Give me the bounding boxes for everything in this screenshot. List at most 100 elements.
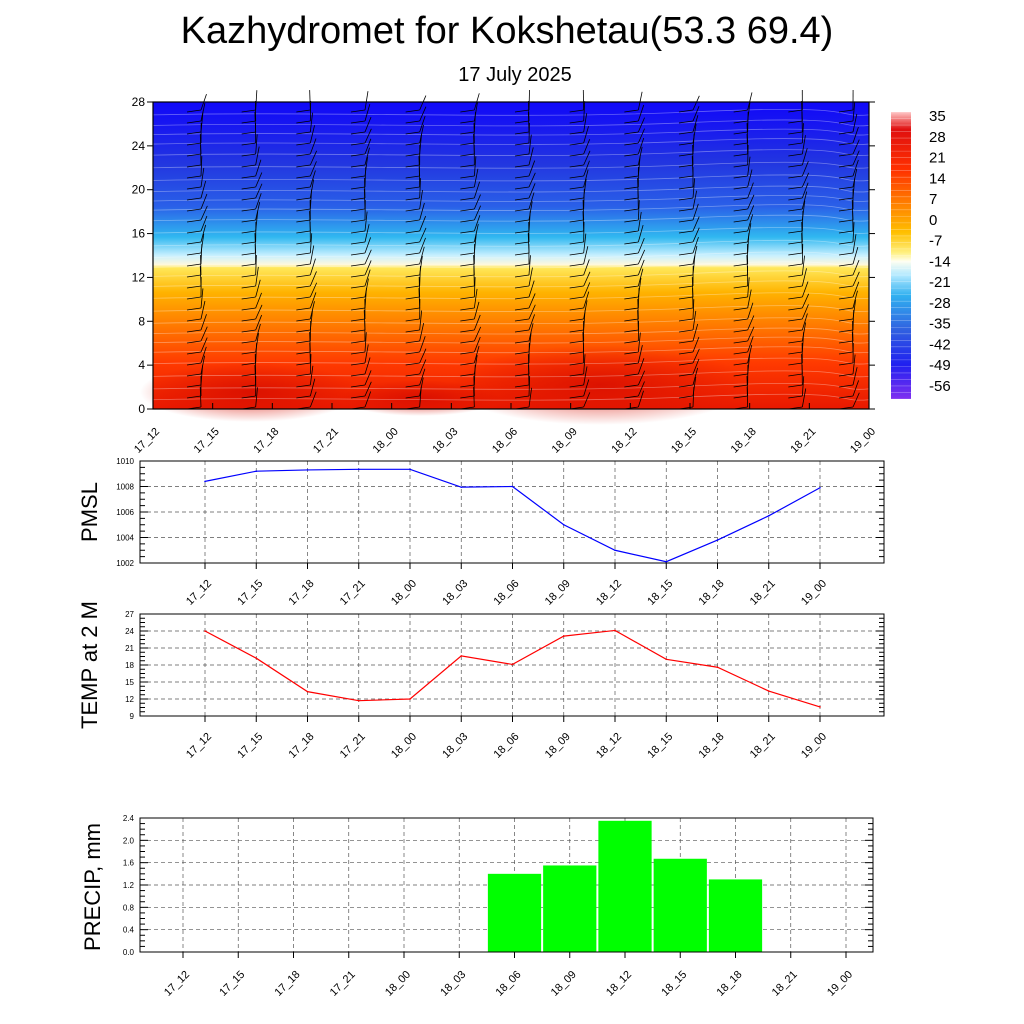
wind-barb-feather bbox=[624, 318, 639, 322]
wind-barb bbox=[473, 277, 476, 298]
heatmap-y-tick-label: 4 bbox=[138, 358, 145, 372]
wind-barb bbox=[637, 224, 644, 243]
wind-barb-feather bbox=[624, 153, 639, 157]
wind-barb-feather bbox=[296, 318, 311, 322]
wind-barb bbox=[583, 113, 588, 133]
colorbar-label: 21 bbox=[929, 150, 946, 167]
wind-barb-feather bbox=[514, 241, 530, 245]
wind-barb-feather bbox=[241, 318, 256, 322]
wind-barb-feather bbox=[350, 175, 366, 179]
wind-barb-feather bbox=[514, 274, 530, 278]
wind-barb-feather bbox=[788, 208, 803, 212]
wind-barb-feather bbox=[460, 131, 475, 135]
precip-bar bbox=[598, 820, 652, 952]
wind-barb bbox=[419, 336, 426, 353]
wind-barb-feather bbox=[569, 329, 584, 333]
wind-barb bbox=[419, 387, 422, 408]
wind-barb bbox=[255, 266, 259, 287]
wind-barb bbox=[419, 322, 425, 342]
wind-barb bbox=[364, 211, 368, 232]
wind-barb-feather bbox=[350, 252, 366, 256]
wind-barb bbox=[528, 293, 536, 309]
wind-barb bbox=[637, 212, 642, 232]
wind-barb bbox=[419, 115, 426, 133]
wind-barb-feather bbox=[186, 263, 202, 267]
temp-x-tick-label: 18_15 bbox=[645, 731, 675, 761]
wind-barb-feather bbox=[350, 307, 366, 311]
wind-barb-feather bbox=[733, 131, 748, 135]
wind-barb-feather bbox=[569, 296, 584, 300]
wind-barb bbox=[852, 271, 860, 287]
wind-barb bbox=[309, 170, 316, 188]
wind-barb bbox=[419, 202, 425, 221]
wind-barb-feather bbox=[241, 153, 256, 157]
wind-barb-feather bbox=[296, 285, 311, 289]
temp-x-tick-label: 17_12 bbox=[184, 731, 214, 761]
wind-barb bbox=[419, 189, 423, 210]
wind-barb-feather bbox=[405, 296, 420, 300]
colorbar-label: 14 bbox=[929, 170, 946, 187]
wind-barb bbox=[473, 288, 478, 309]
wind-barb-feather bbox=[733, 109, 748, 113]
wind-barb-feather bbox=[350, 241, 366, 245]
wind-barb-feather bbox=[514, 219, 530, 223]
wind-barb bbox=[692, 106, 700, 122]
wind-barb bbox=[255, 159, 262, 177]
heatmap-x-tick-label: 18_00 bbox=[371, 426, 401, 456]
wind-barb bbox=[637, 288, 640, 309]
wind-barb-feather bbox=[788, 186, 803, 190]
precip-x-tick-label: 17_18 bbox=[273, 969, 303, 999]
wind-barb-feather bbox=[186, 175, 202, 179]
wind-barb-feather bbox=[838, 351, 854, 355]
precip-bar bbox=[487, 873, 542, 952]
wind-barb-feather bbox=[624, 109, 639, 113]
wind-barb-feather bbox=[241, 120, 256, 124]
wind-barb-feather bbox=[788, 153, 803, 157]
pmsl-data-point bbox=[767, 515, 770, 517]
wind-barb bbox=[528, 323, 534, 342]
wind-barb bbox=[364, 147, 370, 166]
wind-barb bbox=[852, 150, 860, 166]
wind-barb-feather bbox=[678, 142, 694, 146]
pmsl-y-tick-label: 1008 bbox=[116, 483, 134, 492]
wind-barb-feather bbox=[405, 252, 420, 256]
wind-barb-feather bbox=[624, 362, 639, 366]
wind-barb bbox=[801, 313, 808, 331]
wind-barb bbox=[364, 249, 372, 265]
wind-barb-feather bbox=[678, 351, 694, 355]
temp-data-point bbox=[357, 699, 360, 702]
wind-barb-feather bbox=[569, 175, 584, 179]
colorbar: 35 28 21 14 7 0 -7 -14 -21 -28 -35 -42 -49 -56 bbox=[891, 108, 951, 400]
wind-barb-feather bbox=[460, 362, 475, 366]
wind-barb bbox=[364, 332, 367, 353]
wind-barb-feather bbox=[186, 131, 202, 135]
wind-barb bbox=[364, 167, 367, 188]
colorbar-label: -49 bbox=[929, 357, 951, 374]
wind-barb bbox=[473, 301, 480, 320]
wind-barb bbox=[473, 345, 480, 364]
wind-barb-feather bbox=[405, 241, 420, 245]
wind-barb bbox=[255, 146, 260, 166]
wind-barb bbox=[852, 281, 860, 298]
wind-barb-feather bbox=[186, 219, 202, 223]
wind-barb-feather bbox=[296, 142, 311, 146]
wind-barb bbox=[473, 266, 475, 287]
temp-2m-chart: 9 12 15 18 21 24 27 17_12 17_15 17_18 17_21 18_00 18… bbox=[77, 601, 885, 761]
wind-barb-feather bbox=[838, 142, 854, 146]
temp-ylabel: TEMP at 2 M bbox=[77, 601, 102, 729]
pmsl-data-point bbox=[511, 485, 514, 488]
wind-barb bbox=[200, 205, 208, 221]
wind-barb-feather bbox=[460, 109, 475, 113]
wind-barb-feather bbox=[186, 395, 202, 399]
wind-barb-feather bbox=[569, 307, 584, 311]
temp-data-point bbox=[204, 630, 206, 632]
wind-barb-feather bbox=[405, 285, 420, 289]
wind-barb bbox=[852, 222, 855, 243]
wind-barb-feather bbox=[350, 131, 366, 135]
wind-barb bbox=[852, 392, 860, 408]
heatmap-y-tick-label: 20 bbox=[132, 183, 146, 197]
wind-barb-feather bbox=[296, 362, 311, 366]
wind-barb bbox=[747, 233, 750, 254]
wind-barb-feather bbox=[514, 285, 530, 289]
wind-barb bbox=[200, 244, 203, 265]
